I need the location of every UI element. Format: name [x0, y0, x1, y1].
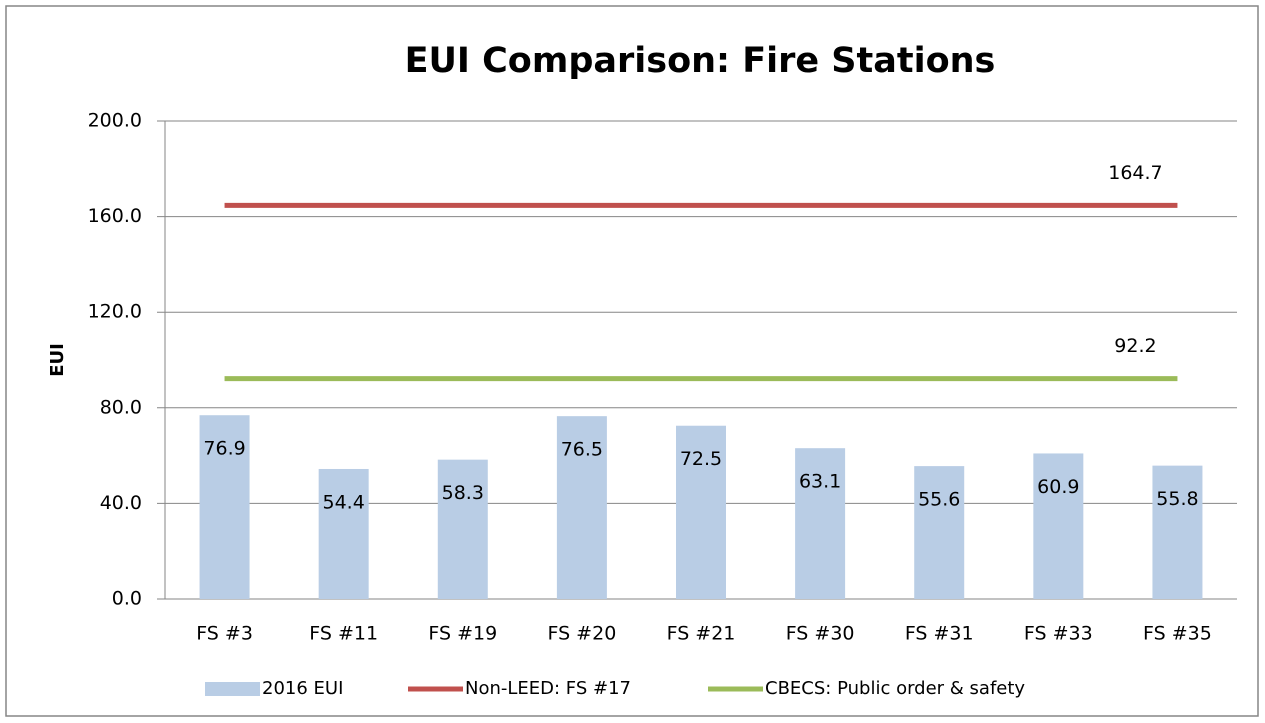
- bar: [556, 416, 607, 599]
- bar-value-label: 63.1: [799, 471, 841, 493]
- bar-value-label: 55.8: [1156, 488, 1198, 510]
- line-value-label: 164.7: [1108, 162, 1162, 184]
- chart-title: EUI Comparison: Fire Stations: [405, 41, 996, 81]
- y-tick-label: 40.0: [100, 492, 142, 514]
- x-tick-label: FS #19: [428, 623, 497, 645]
- bar-value-label: 54.4: [323, 491, 365, 513]
- x-tick-label: FS #30: [786, 623, 855, 645]
- chart-border: [5, 5, 1259, 717]
- x-tick-label: FS #35: [1143, 623, 1212, 645]
- y-tick-label: 200.0: [88, 110, 142, 132]
- bar: [1152, 465, 1203, 599]
- bar-value-label: 58.3: [442, 482, 484, 504]
- legend-label: 2016 EUI: [262, 678, 343, 699]
- x-tick-label: FS #11: [309, 623, 378, 645]
- x-tick-label: FS #20: [547, 623, 616, 645]
- bar: [1033, 453, 1084, 599]
- bar: [437, 459, 488, 599]
- bar-value-label: 72.5: [680, 448, 722, 470]
- y-tick-label: 80.0: [100, 396, 142, 418]
- bar: [676, 425, 726, 599]
- bar-value-label: 76.5: [561, 439, 603, 461]
- bar: [199, 415, 250, 599]
- x-tick-label: FS #31: [905, 623, 974, 645]
- bar: [318, 468, 369, 599]
- bar-value-label: 60.9: [1037, 476, 1079, 498]
- bar: [795, 448, 846, 599]
- x-tick-label: FS #3: [196, 623, 253, 645]
- bar: [914, 466, 965, 599]
- legend-swatch: [205, 682, 260, 696]
- bar-value-label: 55.6: [918, 489, 960, 511]
- legend-label: Non-LEED: FS #17: [465, 678, 631, 699]
- x-tick-label: FS #33: [1024, 623, 1093, 645]
- y-tick-label: 160.0: [88, 205, 142, 227]
- y-axis-label: EUI: [47, 343, 68, 377]
- bar-value-label: 76.9: [203, 438, 245, 460]
- x-tick-label: FS #21: [667, 623, 736, 645]
- y-tick-label: 0.0: [112, 588, 142, 610]
- line-value-label: 92.2: [1114, 335, 1156, 357]
- legend-label: CBECS: Public order & safety: [765, 678, 1025, 699]
- y-tick-label: 120.0: [88, 301, 142, 323]
